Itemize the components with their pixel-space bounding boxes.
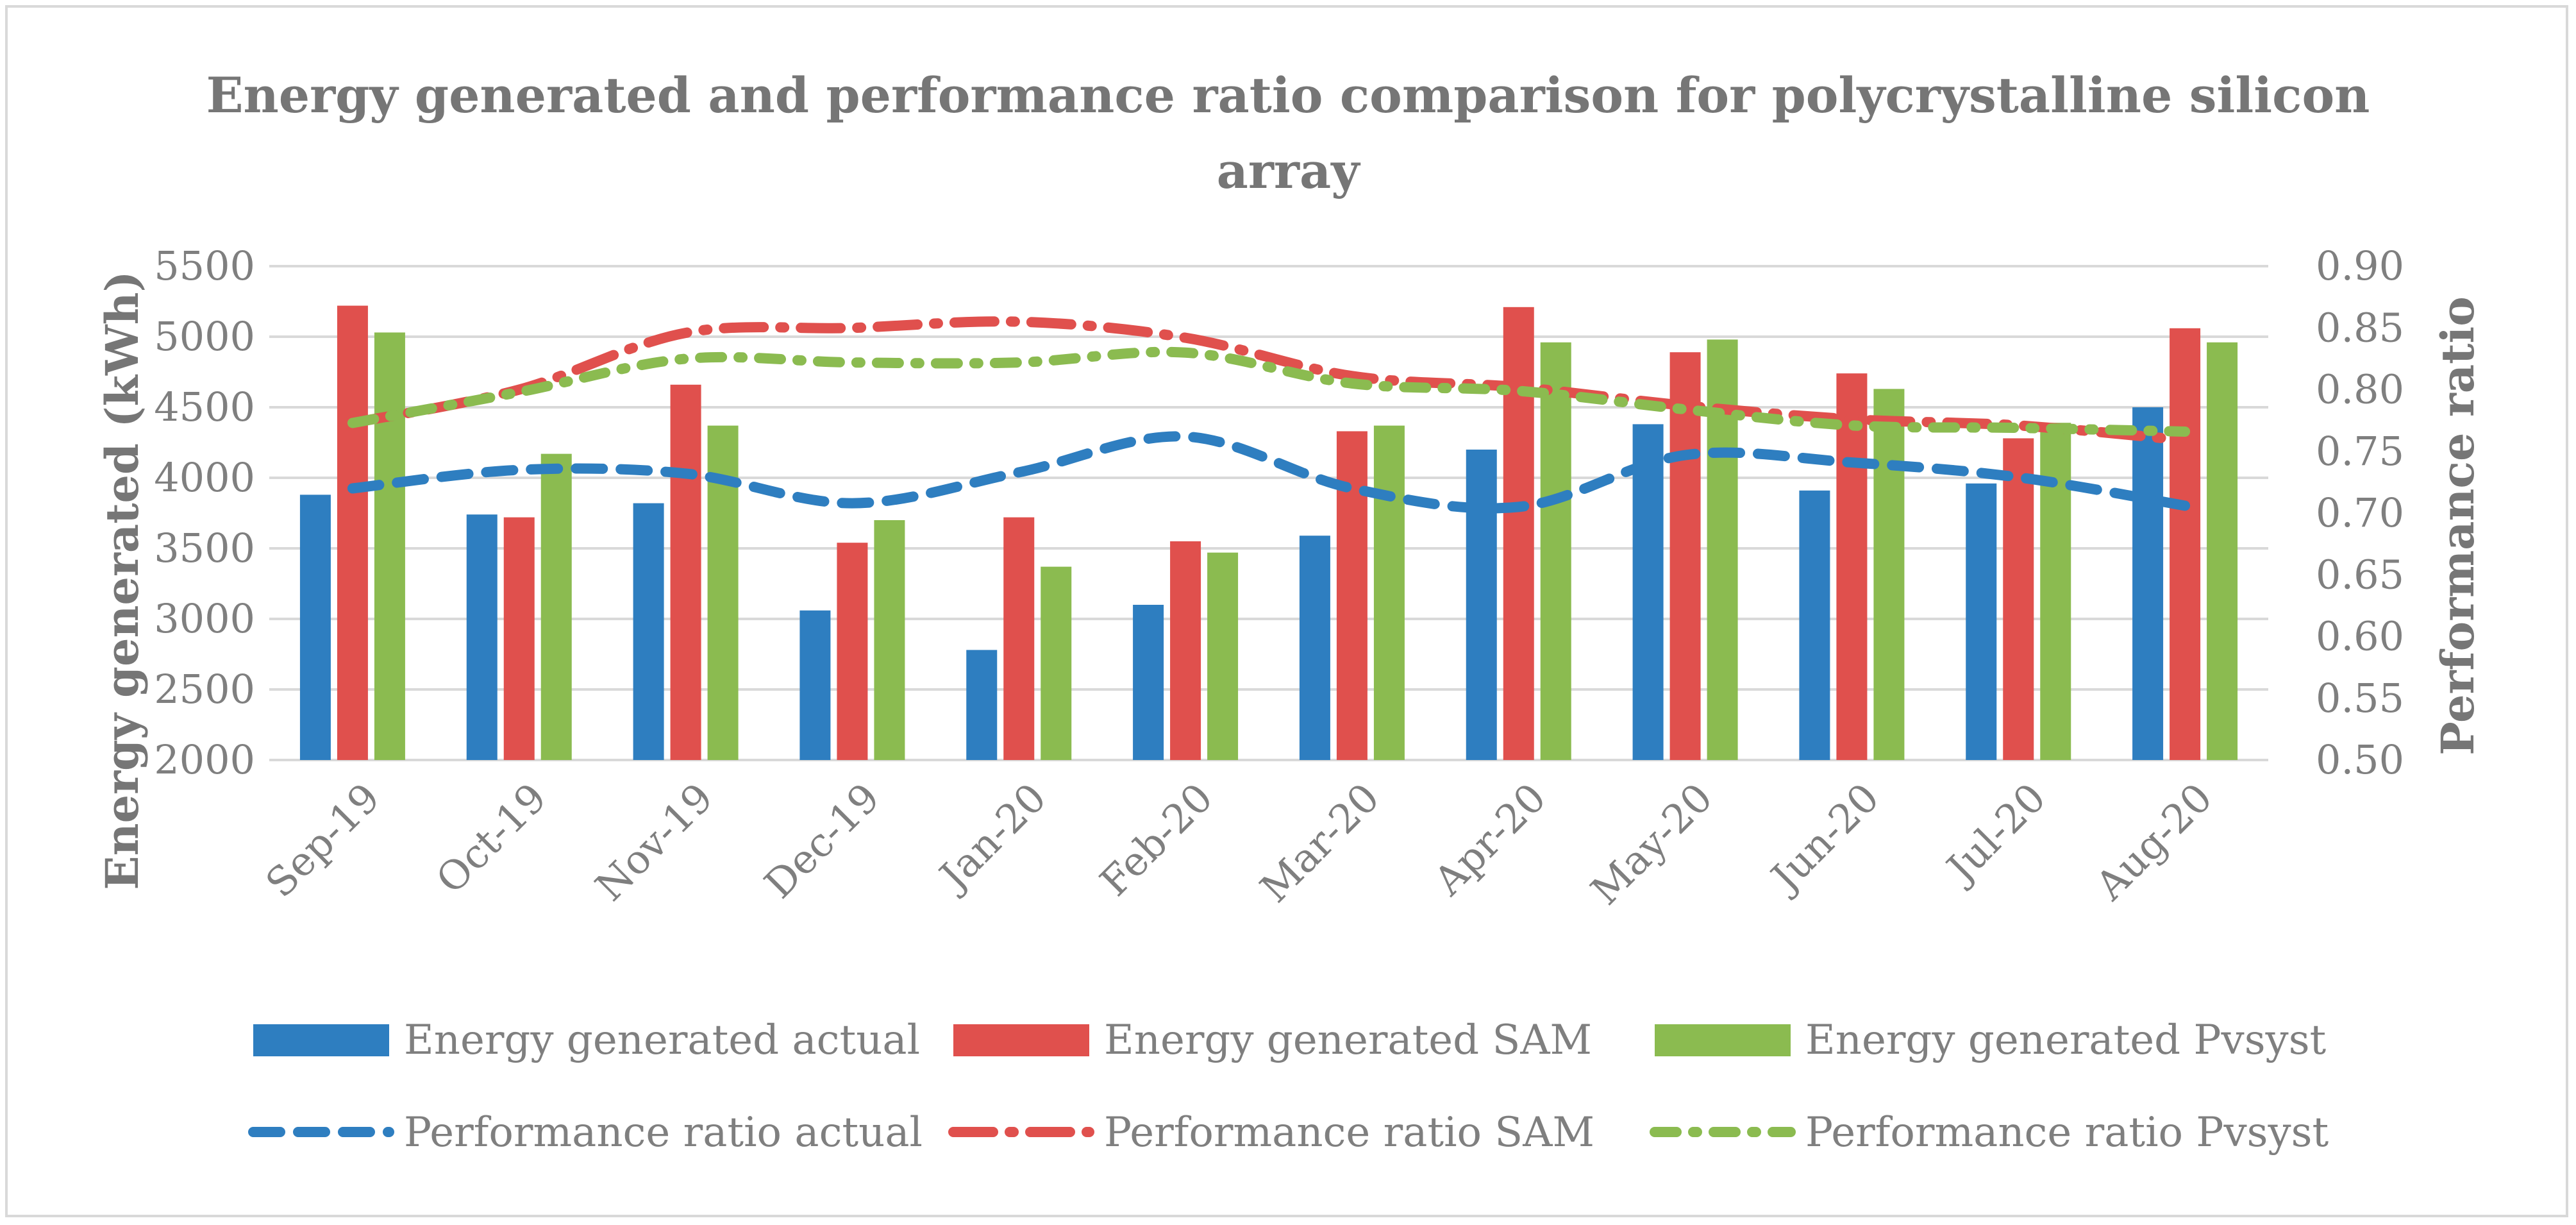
bar-energy-generated-sam-sep-19 [337,305,368,761]
y2-tick-0.90: 0.90 [2316,242,2404,289]
bar-energy-generated-pvsyst-sep-19 [374,332,405,760]
bars [299,305,2238,761]
bar-energy-generated-pvsyst-aug-20 [2207,342,2238,760]
legend-label-energy-generated-sam: Energy generated SAM [1104,1017,1592,1064]
bar-energy-generated-actual-mar-20 [1299,536,1330,760]
bar-energy-generated-pvsyst-may-20 [1707,339,1738,760]
legend-label-energy-generated-pvsyst: Energy generated Pvsyst [1805,1017,2327,1064]
legend-label-performance-ratio-sam: Performance ratio SAM [1104,1109,1594,1156]
legend-label-energy-generated-actual: Energy generated actual [404,1017,920,1064]
bar-energy-generated-pvsyst-dec-19 [874,520,905,760]
bar-energy-generated-sam-may-20 [1669,352,1701,760]
bar-energy-generated-actual-nov-19 [633,503,664,760]
y2-axis-title: Performance ratio [2431,296,2484,756]
y-tick-2000: 2000 [154,736,255,783]
bar-energy-generated-pvsyst-oct-19 [540,453,572,760]
line-performance-ratio-actual [347,431,2191,514]
y-tick-3500: 3500 [154,525,255,571]
legend-swatch-energy-generated-actual [253,1024,389,1056]
bar-energy-generated-actual-jan-20 [966,650,998,760]
legend-label-performance-ratio-actual: Performance ratio actual [404,1109,923,1156]
y-axis-ticks: 2000 2500 3000 3500 4000 4500 5000 5500 [154,242,255,783]
bar-energy-generated-actual-feb-20 [1133,605,1164,760]
y2-tick-0.85: 0.85 [2316,304,2404,351]
gridlines [269,265,2268,761]
x-tick-jul-20: Jul-20 [1936,774,2055,893]
bar-energy-generated-sam-oct-19 [503,517,535,760]
y2-tick-0.80: 0.80 [2316,366,2404,413]
y2-axis-ticks: 0.50 0.55 0.60 0.65 0.70 0.75 0.80 0.85 0.90 [2316,242,2404,783]
chart-title: Energy generated and performance ratio c… [0,58,2576,209]
y-tick-4000: 4000 [154,454,255,501]
y-tick-3000: 3000 [154,595,255,642]
x-tick-dec-19: Dec-19 [755,774,889,908]
bar-energy-generated-sam-jul-20 [2003,438,2034,760]
bar-energy-generated-actual-sep-19 [299,494,331,760]
legend-label-performance-ratio-pvsyst: Performance ratio Pvsyst [1805,1109,2329,1156]
bar-energy-generated-actual-oct-19 [466,514,498,760]
bar-energy-generated-pvsyst-jun-20 [1873,389,1905,760]
x-axis-ticks: Sep-19 Oct-19 Nov-19 Dec-19 Jan-20 Feb-20 Mar-… [256,774,2221,914]
legend-swatch-energy-generated-sam [953,1024,1089,1056]
legend: Energy generated actual Energy generated … [248,1017,2329,1156]
bar-energy-generated-pvsyst-feb-20 [1207,552,1239,760]
y-axis-title: Energy generated (kWh) [96,271,149,890]
chart-title-line-2: array [1216,142,1360,199]
y2-tick-0.75: 0.75 [2316,428,2404,475]
x-tick-jan-20: Jan-20 [928,774,1055,901]
bar-energy-generated-actual-apr-20 [1466,450,1497,760]
bar-energy-generated-actual-jul-20 [1966,483,1997,760]
legend-swatch-energy-generated-pvsyst [1655,1024,1791,1056]
chart-title-line-1: Energy generated and performance ratio c… [206,67,2370,124]
x-tick-feb-20: Feb-20 [1091,774,1221,905]
x-tick-oct-19: Oct-19 [427,774,555,902]
y-tick-5000: 5000 [154,313,255,360]
bar-energy-generated-pvsyst-apr-20 [1540,342,1571,760]
bar-energy-generated-sam-jan-20 [1003,517,1035,760]
y2-tick-0.50: 0.50 [2316,736,2404,783]
x-tick-jun-20: Jun-20 [1760,774,1889,903]
y2-tick-0.65: 0.65 [2316,551,2404,598]
line-performance-ratio-sam [347,316,2191,446]
x-tick-may-20: May-20 [1582,774,1721,914]
bar-energy-generated-sam-jun-20 [1836,373,1868,760]
bar-energy-generated-pvsyst-jul-20 [2040,423,2071,760]
y2-tick-0.60: 0.60 [2316,613,2404,660]
bar-energy-generated-pvsyst-jan-20 [1041,566,1072,760]
ratio-lines [347,316,2191,514]
bar-energy-generated-actual-aug-20 [2132,407,2164,760]
x-tick-aug-20: Aug-20 [2086,774,2221,909]
x-tick-sep-19: Sep-19 [256,774,389,906]
bar-energy-generated-actual-jun-20 [1799,490,1830,760]
y-tick-5500: 5500 [154,242,255,289]
x-tick-apr-20: Apr-20 [1425,774,1555,905]
y-tick-2500: 2500 [154,666,255,713]
y-tick-4500: 4500 [154,384,255,430]
bar-energy-generated-sam-dec-19 [837,543,868,760]
bar-energy-generated-sam-feb-20 [1170,541,1201,760]
x-tick-mar-20: Mar-20 [1251,774,1388,911]
bar-energy-generated-actual-dec-19 [799,610,831,760]
y2-tick-0.55: 0.55 [2316,675,2404,722]
bar-energy-generated-sam-nov-19 [670,384,701,760]
bar-energy-generated-sam-aug-20 [2170,328,2201,760]
x-tick-nov-19: Nov-19 [586,774,722,910]
bar-energy-generated-actual-may-20 [1632,424,1664,760]
bar-energy-generated-pvsyst-mar-20 [1373,425,1405,760]
bar-energy-generated-sam-apr-20 [1503,307,1534,760]
y2-tick-0.70: 0.70 [2316,489,2404,536]
line-performance-ratio-pvsyst [347,346,2191,437]
